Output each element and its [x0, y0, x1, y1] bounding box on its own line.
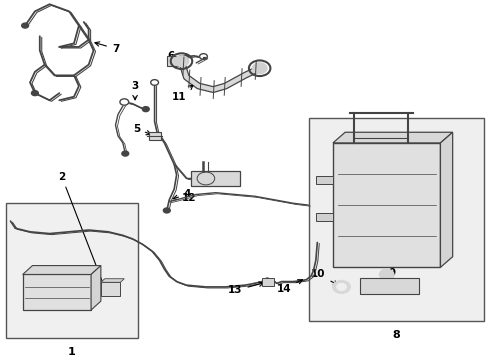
Bar — [333, 143, 441, 267]
Text: 5: 5 — [133, 124, 151, 135]
Polygon shape — [441, 132, 453, 267]
Bar — [149, 131, 161, 140]
Bar — [316, 176, 333, 184]
Bar — [167, 56, 182, 67]
Text: 3: 3 — [131, 81, 139, 100]
Text: 10: 10 — [311, 270, 338, 285]
Polygon shape — [333, 132, 453, 143]
Circle shape — [199, 54, 207, 59]
Circle shape — [252, 63, 267, 73]
Text: 2: 2 — [58, 172, 105, 287]
Bar — [262, 278, 274, 286]
Circle shape — [31, 91, 38, 96]
Polygon shape — [23, 266, 101, 274]
Bar — [191, 171, 240, 185]
Text: 11: 11 — [172, 85, 193, 102]
Text: 4: 4 — [173, 189, 191, 199]
Circle shape — [174, 56, 189, 67]
Text: 12: 12 — [182, 193, 196, 203]
Bar — [23, 274, 91, 310]
Bar — [309, 118, 485, 321]
Bar — [316, 213, 333, 221]
Bar — [360, 278, 419, 294]
Text: 14: 14 — [277, 280, 302, 294]
Text: 13: 13 — [228, 282, 264, 296]
Text: 8: 8 — [392, 329, 400, 339]
Text: 6: 6 — [167, 51, 190, 61]
Circle shape — [143, 107, 149, 112]
Polygon shape — [91, 266, 101, 310]
Bar — [101, 282, 121, 296]
Text: 9: 9 — [388, 268, 395, 283]
Circle shape — [379, 269, 394, 280]
Circle shape — [163, 208, 170, 213]
Circle shape — [122, 151, 129, 156]
Circle shape — [333, 280, 350, 293]
Circle shape — [337, 283, 346, 291]
Circle shape — [120, 99, 129, 105]
Circle shape — [22, 23, 28, 28]
Text: 1: 1 — [68, 347, 75, 357]
Text: 7: 7 — [95, 42, 119, 54]
Circle shape — [151, 80, 159, 85]
Bar — [5, 203, 138, 338]
Polygon shape — [101, 279, 124, 282]
